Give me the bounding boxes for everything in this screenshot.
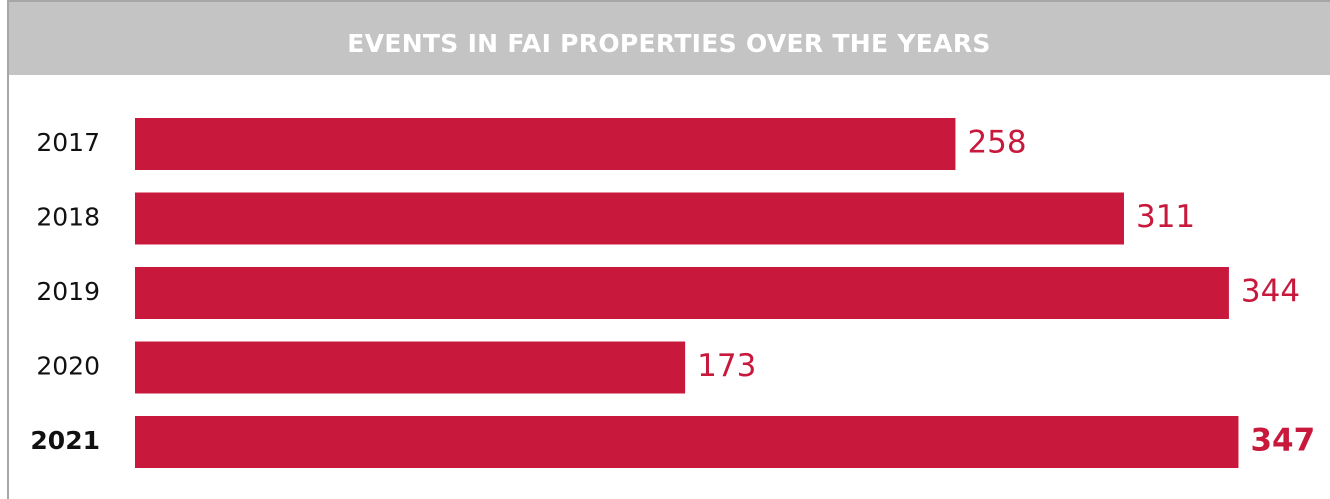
bar <box>135 192 1124 245</box>
value-label: 347 <box>1250 423 1315 459</box>
value-label: 311 <box>1136 199 1195 235</box>
bar <box>135 416 1239 468</box>
chart-title: EVENTS IN FAI PROPERTIES OVER THE YEARS <box>347 29 990 58</box>
category-label: 2021 <box>30 426 100 455</box>
bar <box>135 118 956 170</box>
bar <box>135 341 686 394</box>
value-label: 173 <box>697 348 756 384</box>
category-label: 2019 <box>36 277 100 306</box>
header-band <box>8 0 1330 75</box>
category-label: 2018 <box>36 203 100 232</box>
category-label: 2017 <box>36 128 100 157</box>
value-label: 258 <box>967 125 1026 161</box>
category-label: 2020 <box>36 352 100 381</box>
value-label: 344 <box>1241 274 1300 310</box>
bar <box>135 267 1229 319</box>
